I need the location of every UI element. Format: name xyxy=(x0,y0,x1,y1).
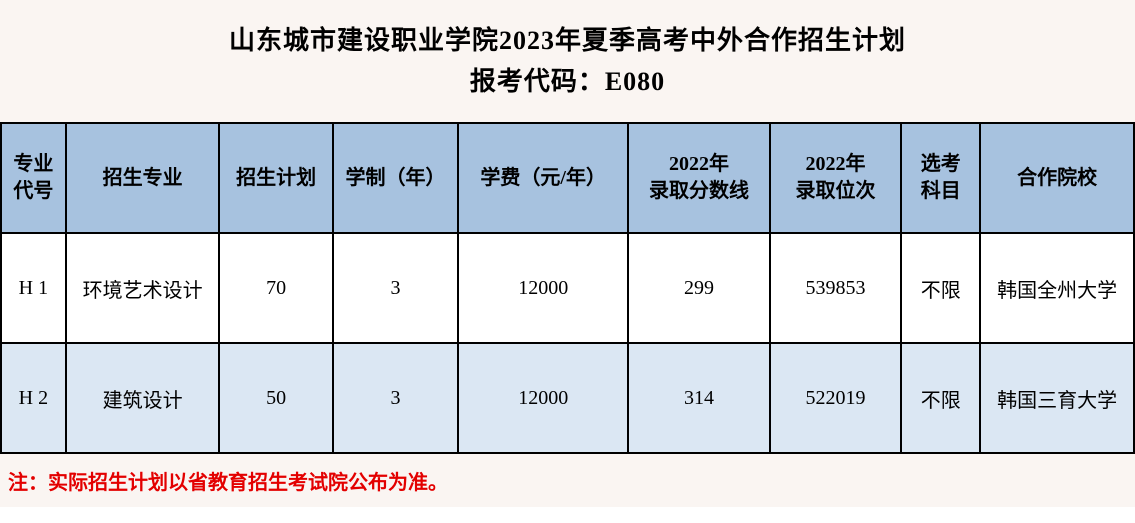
table-row: H 2建筑设计50312000314522019不限韩国三育大学 xyxy=(1,343,1134,453)
cell-rank: 539853 xyxy=(770,233,902,343)
col-header-score: 2022年录取分数线 xyxy=(628,123,770,233)
cell-rank: 522019 xyxy=(770,343,902,453)
col-header-years: 学制（年） xyxy=(333,123,458,233)
cell-major: 建筑设计 xyxy=(66,343,220,453)
cell-score: 314 xyxy=(628,343,770,453)
header-row: 专业代号招生专业招生计划学制（年）学费（元/年）2022年录取分数线2022年录… xyxy=(1,123,1134,233)
cell-years: 3 xyxy=(333,233,458,343)
cell-subj: 不限 xyxy=(901,343,980,453)
cell-partner: 韩国三育大学 xyxy=(980,343,1134,453)
cell-years: 3 xyxy=(333,343,458,453)
cell-score: 299 xyxy=(628,233,770,343)
cell-plan: 70 xyxy=(219,233,332,343)
cell-tuition: 12000 xyxy=(458,233,628,343)
cell-code: H 1 xyxy=(1,233,66,343)
cell-plan: 50 xyxy=(219,343,332,453)
page-title-line2: 报考代码：E080 xyxy=(0,61,1135,98)
table-row: H 1环境艺术设计70312000299539853不限韩国全州大学 xyxy=(1,233,1134,343)
cell-code: H 2 xyxy=(1,343,66,453)
page-container: 山东城市建设职业学院2023年夏季高考中外合作招生计划 报考代码：E080 专业… xyxy=(0,0,1135,507)
title-block: 山东城市建设职业学院2023年夏季高考中外合作招生计划 报考代码：E080 xyxy=(0,20,1135,98)
table-body: H 1环境艺术设计70312000299539853不限韩国全州大学H 2建筑设… xyxy=(1,233,1134,453)
cell-subj: 不限 xyxy=(901,233,980,343)
col-header-rank: 2022年录取位次 xyxy=(770,123,902,233)
col-header-tuition: 学费（元/年） xyxy=(458,123,628,233)
page-title-line1: 山东城市建设职业学院2023年夏季高考中外合作招生计划 xyxy=(0,20,1135,57)
footnote: 注：实际招生计划以省教育招生考试院公布为准。 xyxy=(0,454,1135,499)
cell-tuition: 12000 xyxy=(458,343,628,453)
cell-major: 环境艺术设计 xyxy=(66,233,220,343)
col-header-major: 招生专业 xyxy=(66,123,220,233)
table-head: 专业代号招生专业招生计划学制（年）学费（元/年）2022年录取分数线2022年录… xyxy=(1,123,1134,233)
col-header-code: 专业代号 xyxy=(1,123,66,233)
col-header-subj: 选考科目 xyxy=(901,123,980,233)
col-header-plan: 招生计划 xyxy=(219,123,332,233)
col-header-partner: 合作院校 xyxy=(980,123,1134,233)
cell-partner: 韩国全州大学 xyxy=(980,233,1134,343)
enrollment-table: 专业代号招生专业招生计划学制（年）学费（元/年）2022年录取分数线2022年录… xyxy=(0,122,1135,454)
